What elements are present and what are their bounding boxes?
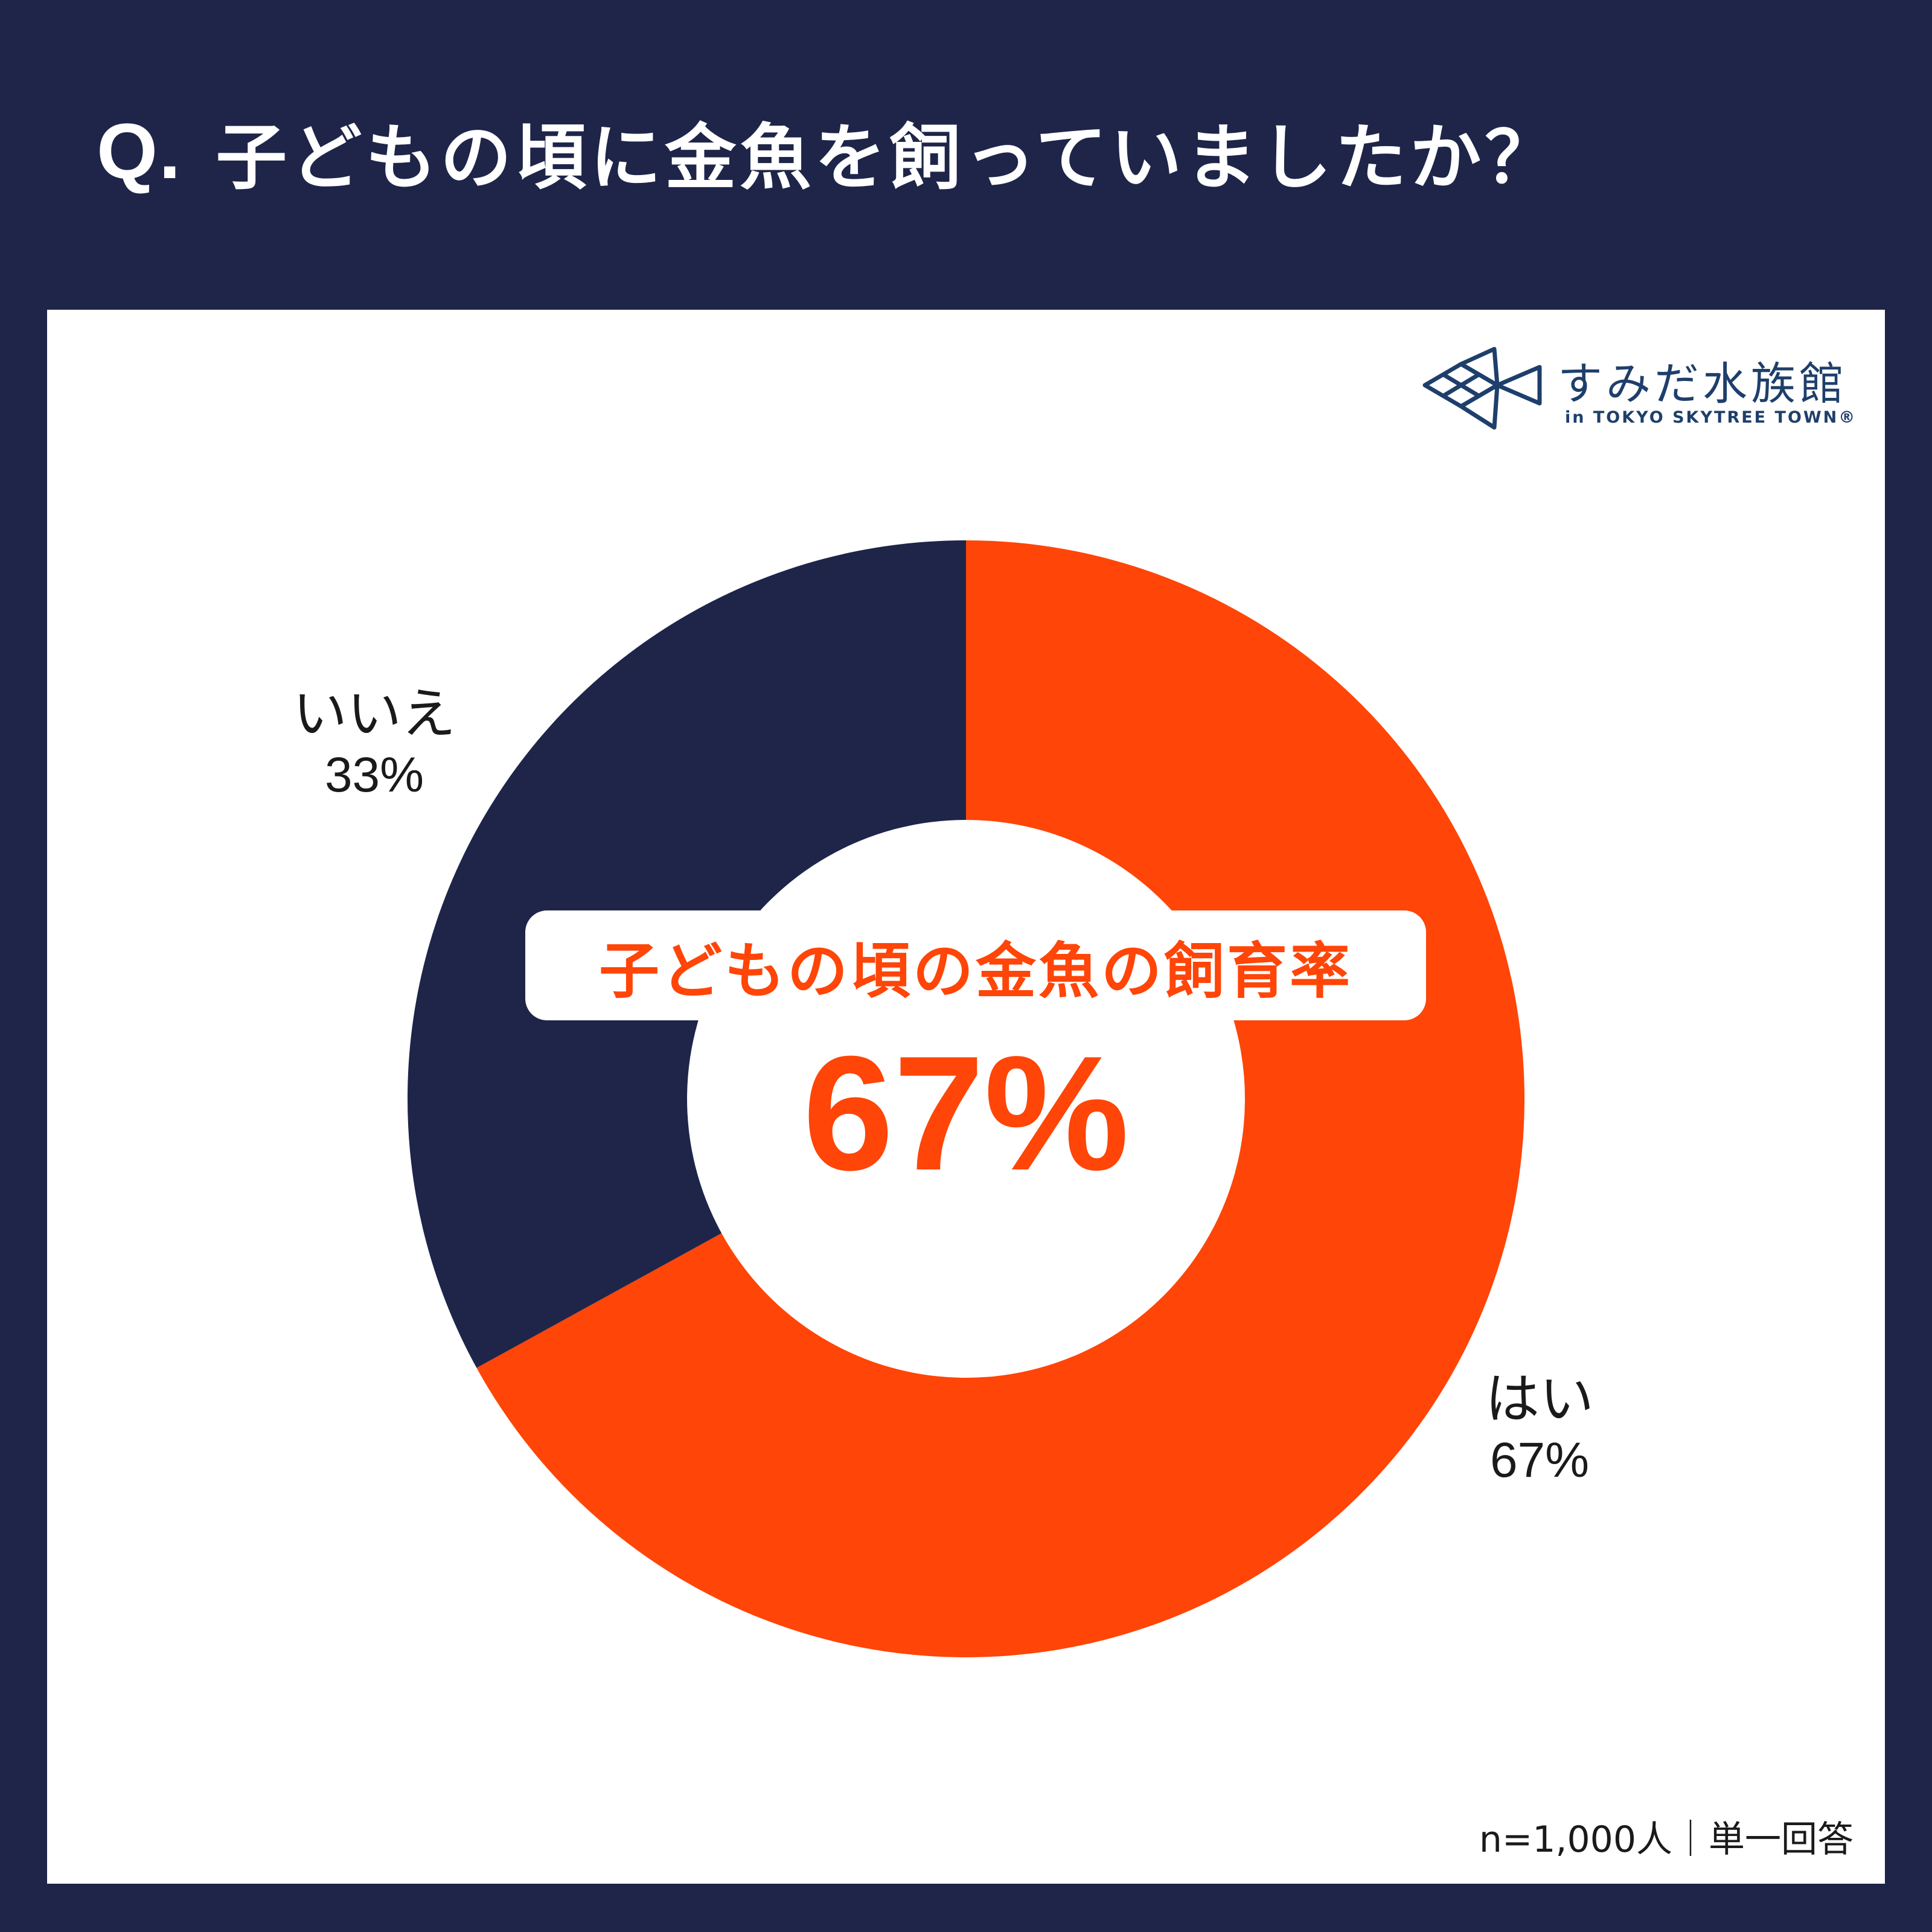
question-prefix: Q.	[97, 107, 182, 195]
center-value: 67%	[802, 1023, 1130, 1204]
logo-name: すみだ水族館	[1558, 358, 1847, 410]
center-title: 子どもの頃の金魚の飼育率	[599, 935, 1352, 1006]
fish-logo-icon	[1422, 347, 1542, 430]
question-title: 子どもの頃に金魚を飼っていましたか？	[216, 115, 1560, 199]
segment-label-yes: はい 67%	[1431, 1367, 1648, 1490]
donut-segment-yes	[476, 540, 1524, 1658]
sample-footnote: n=1,000人｜単一回答	[1479, 1818, 1854, 1861]
segment-label-no: いいえ 33%	[266, 682, 483, 805]
logo-subtitle: in TOKYO SKYTREE TOWN®	[1565, 408, 1857, 427]
question-header: Q. 子どもの頃に金魚を飼っていましたか？	[97, 97, 1559, 205]
segment-name-no: いいえ	[293, 682, 456, 746]
segment-name-yes: はい	[1485, 1367, 1594, 1431]
segment-value-no: 33%	[324, 747, 424, 803]
segment-value-yes: 67%	[1489, 1433, 1590, 1488]
aquarium-logo: すみだ水族館 in TOKYO SKYTREE TOWN®	[1419, 343, 1857, 440]
center-title-badge: 子どもの頃の金魚の飼育率	[525, 910, 1426, 1020]
